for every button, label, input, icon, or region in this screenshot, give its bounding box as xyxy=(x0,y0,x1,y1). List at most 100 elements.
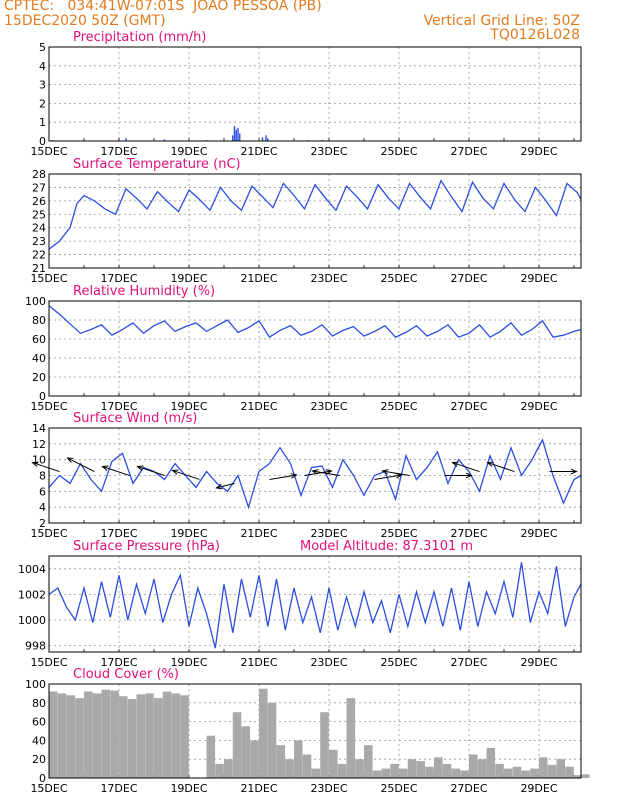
cloud-bar xyxy=(57,693,67,778)
cloud-bar xyxy=(110,690,119,778)
cloud-bar xyxy=(127,699,137,778)
y-tick-label: 998 xyxy=(25,640,46,653)
wind-vector-head xyxy=(66,457,74,463)
cloud-bar xyxy=(512,766,522,778)
wind-vector-head xyxy=(451,461,459,467)
cloud-bar xyxy=(477,759,487,778)
y-tick-label: 20 xyxy=(32,371,46,384)
x-tick-label: 23DEC xyxy=(310,782,347,795)
wind-vector xyxy=(312,470,340,476)
x-tick-label: 21DEC xyxy=(240,145,277,158)
y-tick-label: 26 xyxy=(32,195,46,208)
y-tick-label: 1000 xyxy=(18,614,46,627)
x-tick-label: 19DEC xyxy=(170,400,207,413)
x-tick-label: 21DEC xyxy=(240,400,277,413)
panel-2: Relative Humidity (%) 0 20 40 60 80 100 15DEC 17… xyxy=(25,284,582,413)
x-tick-label: 19DEC xyxy=(170,656,207,669)
cloud-bar xyxy=(171,693,181,778)
y-tick-label: 1 xyxy=(39,116,46,129)
x-tick-label: 15DEC xyxy=(30,656,67,669)
wind-vector-head xyxy=(136,465,144,471)
x-tick-label: 19DEC xyxy=(170,272,207,285)
y-tick-label: 40 xyxy=(32,734,46,747)
cloud-bar xyxy=(250,740,259,778)
x-tick-label: 21DEC xyxy=(240,527,277,540)
wind-vector xyxy=(32,462,60,473)
x-tick-label: 25DEC xyxy=(380,400,417,413)
y-tick-label: 2 xyxy=(39,97,46,110)
cloud-bar xyxy=(136,694,146,778)
wind-vector xyxy=(382,470,410,476)
y-tick-label: 5 xyxy=(39,41,46,54)
y-tick-label: 60 xyxy=(32,716,46,729)
cloud-bar xyxy=(162,691,172,778)
x-tick-label: 15DEC xyxy=(30,272,67,285)
y-tick-label: 4 xyxy=(39,60,46,73)
panel-frame xyxy=(48,173,582,269)
y-tick-label: 22 xyxy=(32,249,46,262)
y-tick-label: 100 xyxy=(25,295,46,308)
x-tick-label: 27DEC xyxy=(450,782,487,795)
cloud-bar xyxy=(581,774,590,778)
x-tick-label: 25DEC xyxy=(380,527,417,540)
x-tick-label: 29DEC xyxy=(520,782,557,795)
y-tick-label: 12 xyxy=(32,438,46,451)
panel-title: Relative Humidity (%) xyxy=(73,284,215,299)
cloud-bar xyxy=(285,759,294,778)
x-tick-label: 15DEC xyxy=(30,400,67,413)
y-tick-label: 3 xyxy=(39,79,46,92)
x-tick-label: 23DEC xyxy=(310,272,347,285)
wind-vector-head xyxy=(486,461,494,467)
x-tick-label: 17DEC xyxy=(100,782,137,795)
y-tick-label: 80 xyxy=(32,314,46,327)
cloud-bar xyxy=(84,691,93,778)
y-tick-label: 0 xyxy=(39,772,46,785)
wind-vector xyxy=(269,474,297,480)
panel-frame xyxy=(48,427,582,524)
wind-vector-head xyxy=(215,483,223,490)
x-tick-label: 25DEC xyxy=(380,782,417,795)
cloud-bar xyxy=(101,689,111,778)
cloud-bar xyxy=(311,768,321,778)
wind-vector xyxy=(216,482,235,489)
panel-title: Surface Wind (m/s) xyxy=(73,411,197,426)
y-tick-label: 0 xyxy=(39,135,46,148)
cloud-bar xyxy=(530,768,539,778)
wind-vector-head xyxy=(395,473,403,479)
x-tick-label: 27DEC xyxy=(450,656,487,669)
cloud-bar xyxy=(294,740,303,778)
y-tick-label: 21 xyxy=(32,262,46,275)
cloud-bar xyxy=(547,764,557,778)
x-tick-label: 29DEC xyxy=(520,527,557,540)
x-tick-label: 19DEC xyxy=(170,145,207,158)
x-tick-label: 29DEC xyxy=(520,145,557,158)
x-tick-label: 17DEC xyxy=(100,145,137,158)
x-tick-label: 23DEC xyxy=(310,656,347,669)
cloud-bar xyxy=(329,749,338,778)
header-model-id: TQ0126L028 xyxy=(490,27,580,43)
cloud-bar xyxy=(425,766,434,778)
cloud-bar xyxy=(495,763,504,778)
cloud-bar xyxy=(442,763,452,778)
x-tick-label: 17DEC xyxy=(100,400,137,413)
x-tick-label: 29DEC xyxy=(520,272,557,285)
header-grid-note: Vertical Grid Line: 50Z xyxy=(423,13,580,29)
cloud-bar xyxy=(267,702,277,778)
x-tick-label: 21DEC xyxy=(240,656,277,669)
y-tick-label: 14 xyxy=(32,422,46,435)
panel-5: Cloud Cover (%) 0 20 40 60 80 100 15DEC 17DEC 19D… xyxy=(25,667,590,795)
cloud-bar xyxy=(364,745,373,778)
x-tick-label: 27DEC xyxy=(450,400,487,413)
cloud-bar xyxy=(504,768,513,778)
panel-title: Surface Pressure (hPa) xyxy=(73,539,220,554)
y-tick-label: 80 xyxy=(32,697,46,710)
x-tick-label: 23DEC xyxy=(310,145,347,158)
x-tick-label: 23DEC xyxy=(310,400,347,413)
panel-frame xyxy=(48,683,582,779)
x-tick-label: 27DEC xyxy=(450,527,487,540)
wind-vector xyxy=(102,466,130,476)
cloud-bar xyxy=(320,712,329,778)
wind-vector-head xyxy=(465,472,473,479)
cloud-bar xyxy=(469,754,478,778)
